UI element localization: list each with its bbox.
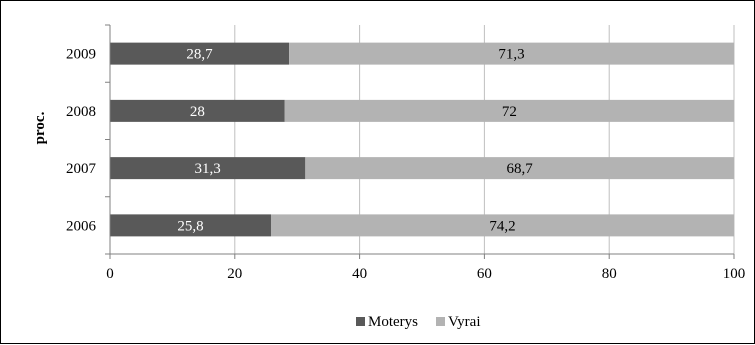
bar-vyrai-2008 xyxy=(284,99,734,122)
y-tick-label: 2008 xyxy=(66,104,96,120)
legend: Moterys Vyrai xyxy=(356,314,481,330)
data-label: 74,2 xyxy=(489,218,515,234)
legend-swatch-vyrai xyxy=(436,317,445,326)
data-label: 68,7 xyxy=(507,161,534,177)
bar-vyrai-2009 xyxy=(289,42,734,65)
x-tick-label: 60 xyxy=(477,266,492,282)
y-axis-label: proc. xyxy=(32,111,48,144)
bar-vyrai-2006 xyxy=(270,214,734,237)
bar-moterys-2007 xyxy=(110,157,306,180)
x-tick-label: 100 xyxy=(723,266,746,282)
bars xyxy=(110,42,734,237)
x-tick-label: 80 xyxy=(602,266,617,282)
legend-swatch-moterys xyxy=(356,317,365,326)
data-label: 72 xyxy=(502,104,517,120)
legend-label-moterys: Moterys xyxy=(368,314,418,330)
data-labels: 25,8 74,2 31,3 68,7 28 72 28,7 71,3 xyxy=(177,47,533,235)
bar-vyrai-2007 xyxy=(305,157,734,180)
y-tick-label: 2007 xyxy=(66,161,97,177)
x-tick-label: 40 xyxy=(352,266,367,282)
y-tick-label: 2006 xyxy=(66,218,97,234)
bar-moterys-2006 xyxy=(110,214,271,237)
data-label: 71,3 xyxy=(498,47,524,63)
bar-moterys-2009 xyxy=(110,42,290,65)
data-label: 31,3 xyxy=(195,161,221,177)
data-label: 28,7 xyxy=(186,47,213,63)
data-label: 25,8 xyxy=(177,218,203,234)
legend-label-vyrai: Vyrai xyxy=(448,314,481,330)
data-label: 28 xyxy=(190,104,205,120)
x-tick-label: 0 xyxy=(106,266,114,282)
x-tick-label: 20 xyxy=(227,266,242,282)
y-tick-label: 2009 xyxy=(66,47,96,63)
axes: 0 20 40 60 80 100 2006 2007 2008 2009 xyxy=(66,24,746,282)
bar-moterys-2008 xyxy=(110,99,285,122)
